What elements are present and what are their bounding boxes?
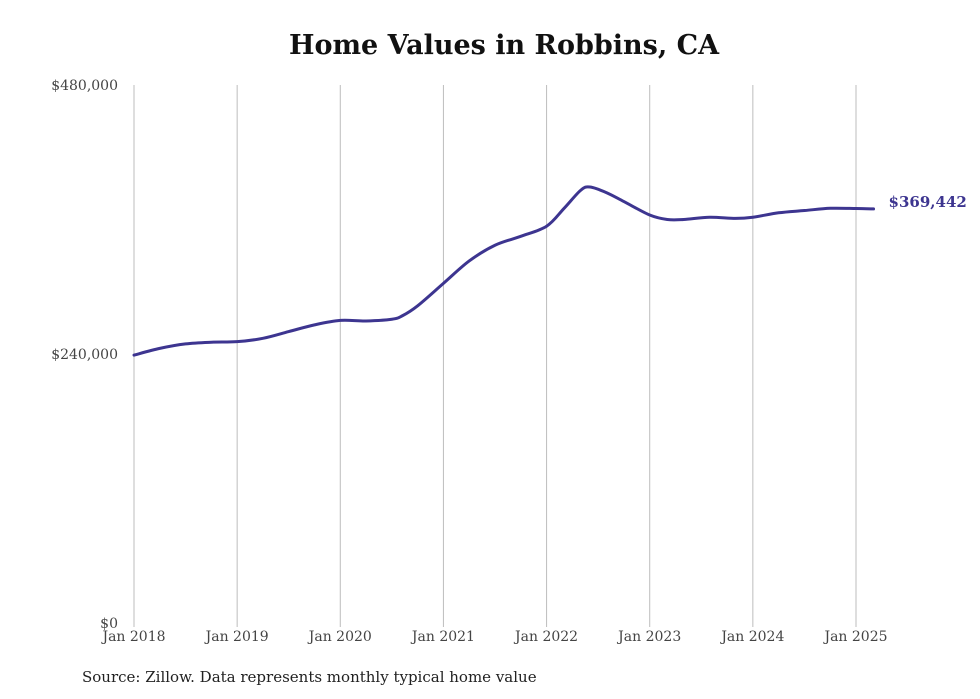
series-line — [132, 185, 876, 357]
x-tick-label: Jan 2025 — [822, 629, 887, 645]
y-tick-label: $480,000 — [51, 78, 118, 94]
x-tick-label: Jan 2021 — [410, 629, 475, 645]
y-axis-ticks: $0 $240,000 $480,000 — [51, 78, 118, 632]
y-tick-label: $0 — [100, 616, 118, 632]
x-tick-label: Jan 2018 — [100, 629, 165, 645]
gridlines — [133, 85, 857, 627]
x-axis-ticks: Jan 2018 Jan 2019 Jan 2020 Jan 2021 Jan 2022… — [100, 629, 887, 645]
end-value-label: $369,442 — [889, 193, 967, 211]
series-lines: $369,442 — [132, 185, 967, 357]
source-note: Source: Zillow. Data represents monthly … — [82, 668, 537, 686]
y-tick-label: $240,000 — [51, 347, 118, 363]
x-tick-label: Jan 2019 — [204, 629, 269, 645]
x-tick-label: Jan 2022 — [513, 629, 578, 645]
chart-title: Home Values in Robbins, CA — [288, 30, 720, 61]
x-tick-label: Jan 2020 — [307, 629, 372, 645]
x-tick-label: Jan 2024 — [719, 629, 784, 645]
x-tick-label: Jan 2023 — [616, 629, 681, 645]
